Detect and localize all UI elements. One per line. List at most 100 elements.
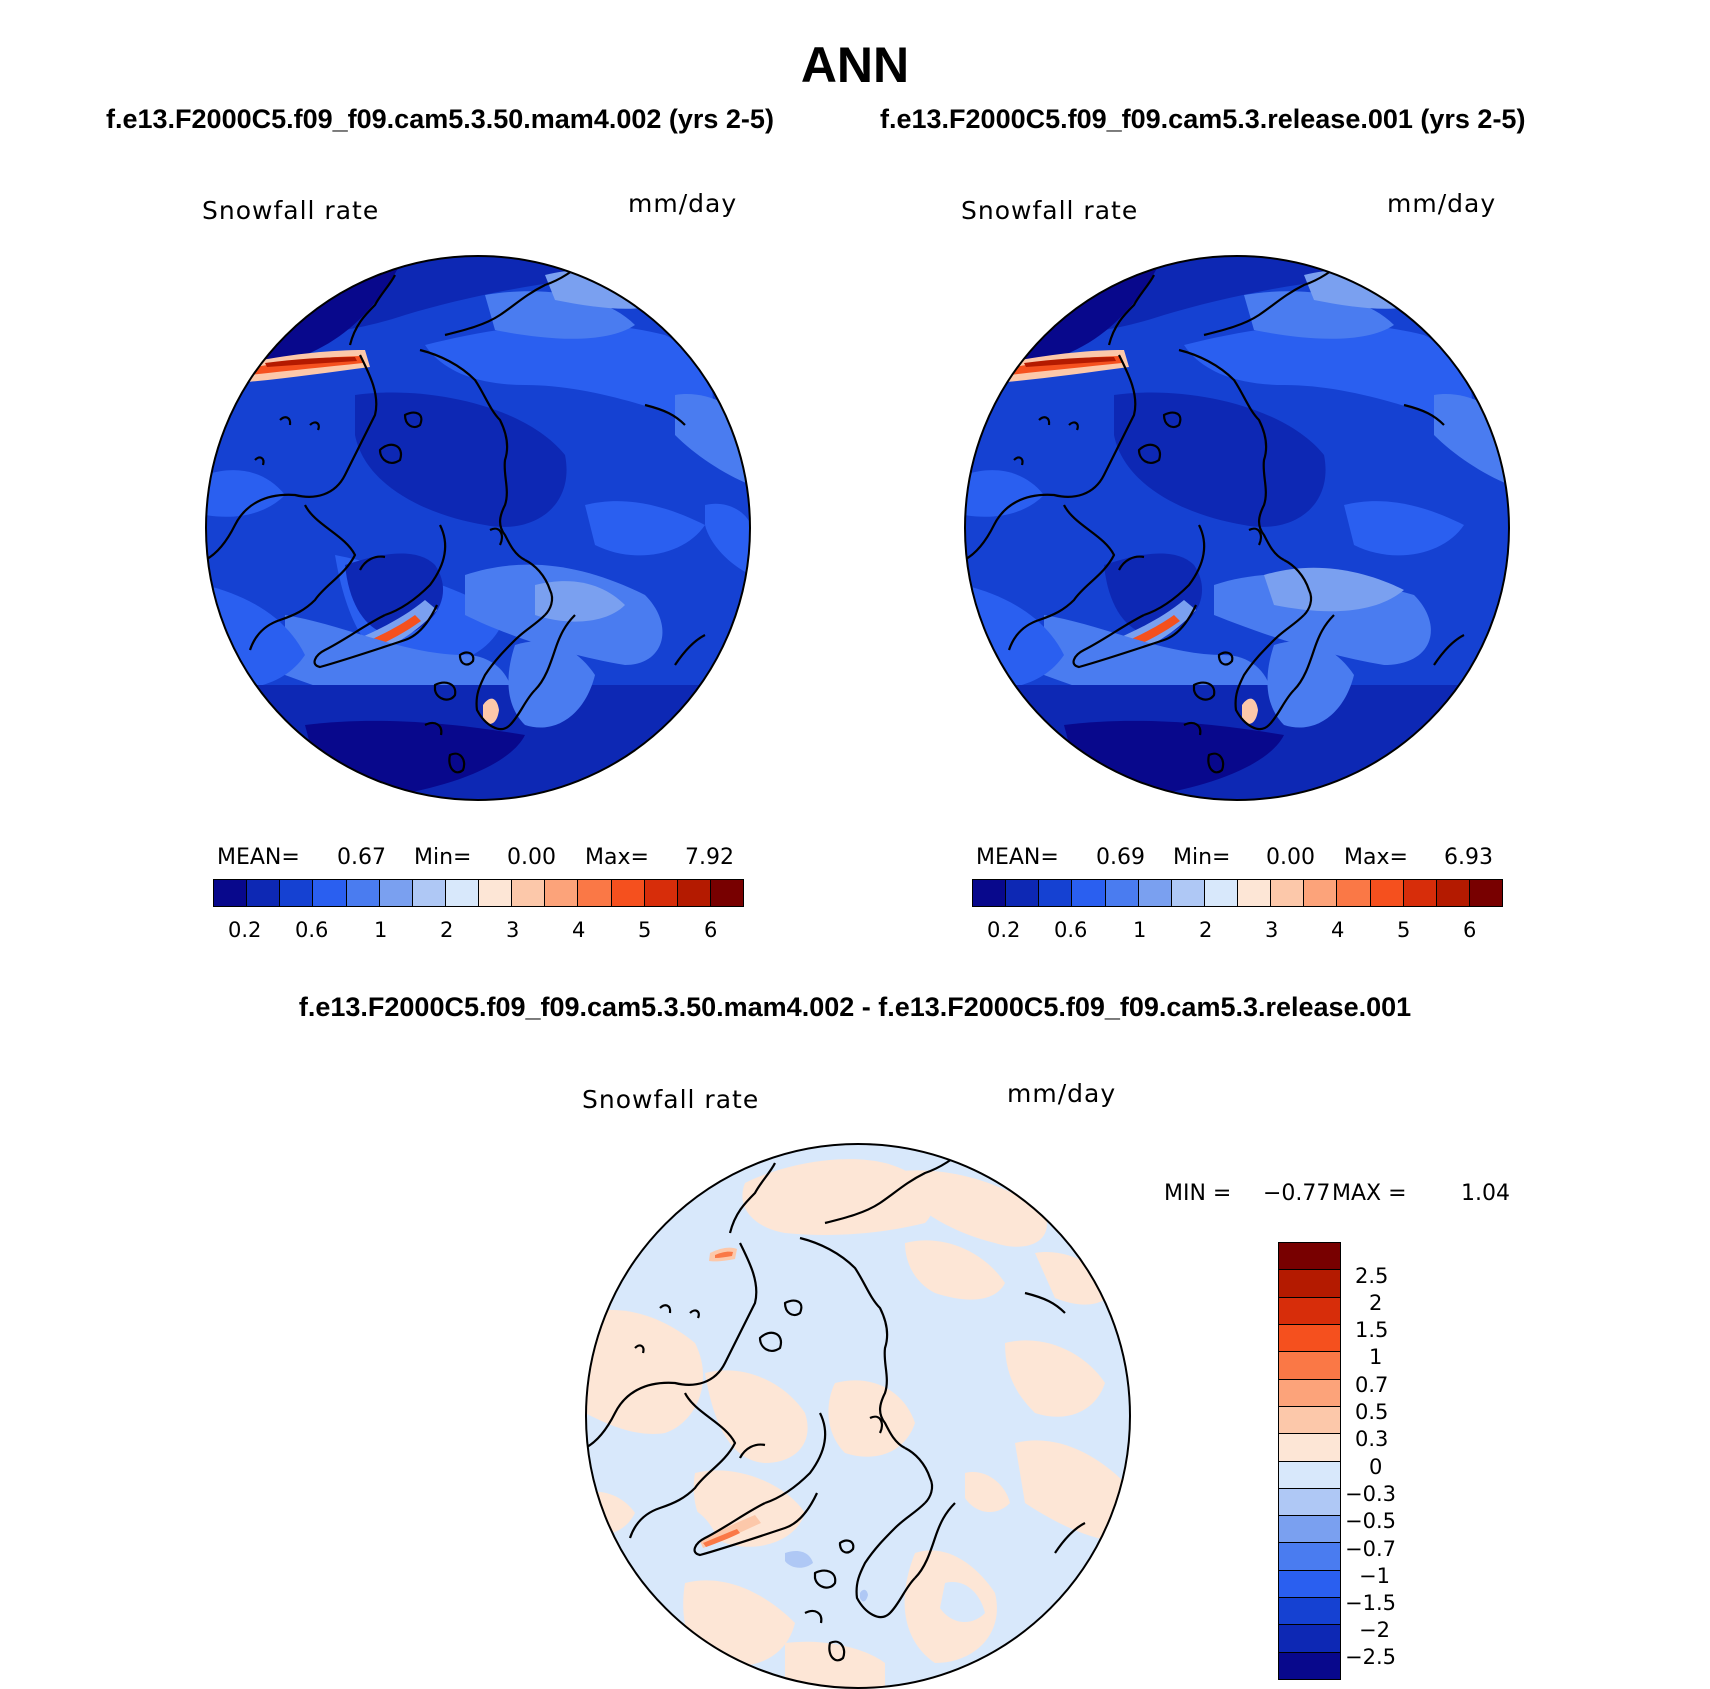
colorbar-right-swatch	[1403, 880, 1437, 906]
colorbar-right-swatch	[1436, 880, 1470, 906]
colorbar-left-swatch	[677, 880, 711, 906]
min-value-right: 0.00	[1266, 845, 1315, 870]
colorbar-left-tick: 3	[506, 918, 520, 942]
colorbar-left-swatch	[379, 880, 413, 906]
units-label-diff: mm/day	[1007, 1079, 1117, 1108]
colorbar-left-tick: 1	[374, 918, 388, 942]
colorbar-left-swatch	[313, 880, 347, 906]
colorbar-diff-tick: 0	[1369, 1455, 1383, 1479]
colorbar-left-swatch	[611, 880, 645, 906]
min-value-left: 0.00	[507, 845, 556, 870]
colorbar-right-swatch	[1370, 880, 1404, 906]
colorbar-right-tick: 6	[1463, 918, 1477, 942]
colorbar-left	[213, 879, 744, 907]
mean-value-left: 0.67	[337, 845, 386, 870]
colorbar-right	[972, 879, 1503, 907]
colorbar-right-swatch	[1469, 880, 1502, 906]
colorbar-left-swatch	[545, 880, 579, 906]
max-label-left: Max=	[585, 845, 649, 870]
colorbar-right-swatch	[1072, 880, 1106, 906]
colorbar-diff-tick: −0.3	[1345, 1482, 1396, 1506]
colorbar-left-swatch	[512, 880, 546, 906]
colorbar-right-tick: 2	[1199, 918, 1213, 942]
colorbar-diff-swatch	[1279, 1324, 1340, 1353]
colorbar-diff-tick: −2	[1359, 1618, 1390, 1642]
colorbar-right-swatch	[1039, 880, 1073, 906]
colorbar-diff-swatch	[1279, 1488, 1340, 1517]
colorbar-diff-swatch	[1279, 1598, 1340, 1626]
colorbar-diff-tick: 0.3	[1355, 1427, 1389, 1451]
colorbar-left-swatch	[479, 880, 513, 906]
colorbar-right-swatch	[1238, 880, 1272, 906]
colorbar-left-swatch	[412, 880, 446, 906]
min-label-diff: MIN =	[1164, 1181, 1232, 1206]
colorbar-right-tick: 0.6	[1054, 918, 1088, 942]
min-label-right: Min=	[1173, 845, 1231, 870]
polar-map-right	[964, 255, 1510, 801]
colorbar-left-swatch	[644, 880, 678, 906]
max-value-right: 6.93	[1444, 845, 1493, 870]
colorbar-right-swatch	[1138, 880, 1172, 906]
colorbar-right-swatch	[1204, 880, 1238, 906]
mean-label-right: MEAN=	[976, 845, 1059, 870]
colorbar-right-tick: 5	[1397, 918, 1411, 942]
mean-value-right: 0.69	[1096, 845, 1145, 870]
diff-title: f.e13.F2000C5.f09_f09.cam5.3.50.mam4.002…	[298, 992, 1412, 1022]
colorbar-diff-tick: −1.5	[1345, 1591, 1396, 1615]
colorbar-right-swatch	[1105, 880, 1139, 906]
colorbar-diff-tick: 1.5	[1355, 1318, 1389, 1342]
colorbar-right-swatch	[1006, 880, 1040, 906]
colorbar-diff-tick: 1	[1369, 1345, 1383, 1369]
colorbar-left-tick: 0.6	[295, 918, 329, 942]
colorbar-diff-swatch	[1279, 1434, 1340, 1462]
colorbar-right-swatch	[1271, 880, 1305, 906]
max-label-diff: MAX =	[1332, 1181, 1407, 1206]
variable-label-diff: Snowfall rate	[582, 1085, 760, 1114]
colorbar-left-tick: 0.2	[228, 918, 262, 942]
colorbar-diff-swatch	[1279, 1297, 1340, 1325]
max-value-diff: 1.04	[1461, 1181, 1510, 1206]
colorbar-diff-tick: 2	[1369, 1291, 1383, 1315]
colorbar-diff-swatch	[1279, 1570, 1340, 1599]
colorbar-right-tick: 3	[1265, 918, 1279, 942]
max-value-left: 7.92	[685, 845, 734, 870]
colorbar-diff-swatch	[1279, 1516, 1340, 1544]
colorbar-diff-tick: 2.5	[1355, 1264, 1389, 1288]
colorbar-diff-tick: 0.7	[1355, 1373, 1389, 1397]
colorbar-left-swatch	[710, 880, 743, 906]
colorbar-left-swatch	[346, 880, 380, 906]
colorbar-diff-tick: −2.5	[1345, 1645, 1396, 1669]
units-label-left: mm/day	[628, 189, 738, 218]
colorbar-right-swatch	[973, 880, 1007, 906]
variable-label-left: Snowfall rate	[202, 196, 380, 225]
colorbar-right-swatch	[1304, 880, 1338, 906]
colorbar-right-tick: 0.2	[987, 918, 1021, 942]
min-label-left: Min=	[414, 845, 472, 870]
colorbar-diff-swatch	[1279, 1625, 1340, 1653]
colorbar-diff-swatch	[1279, 1243, 1340, 1271]
colorbar-left-swatch	[247, 880, 281, 906]
colorbar-left-tick: 2	[440, 918, 454, 942]
colorbar-diff-tick: −0.5	[1345, 1509, 1396, 1533]
colorbar-left-swatch	[578, 880, 612, 906]
colorbar-diff-swatch	[1279, 1543, 1340, 1571]
colorbar-diff	[1278, 1242, 1341, 1680]
colorbar-diff-swatch	[1279, 1652, 1340, 1679]
polar-map-diff	[585, 1143, 1131, 1689]
figure-title: ANN	[800, 37, 910, 93]
colorbar-diff-swatch	[1279, 1379, 1340, 1407]
max-label-right: Max=	[1344, 845, 1408, 870]
colorbar-left-tick: 5	[638, 918, 652, 942]
colorbar-left-swatch	[445, 880, 479, 906]
colorbar-right-tick: 1	[1133, 918, 1147, 942]
variable-label-right: Snowfall rate	[961, 196, 1139, 225]
colorbar-left-swatch	[214, 880, 248, 906]
case-title-left: f.e13.F2000C5.f09_f09.cam5.3.50.mam4.002…	[106, 104, 774, 134]
colorbar-right-tick: 4	[1331, 918, 1345, 942]
mean-label-left: MEAN=	[217, 845, 300, 870]
colorbar-diff-swatch	[1279, 1461, 1340, 1489]
colorbar-right-swatch	[1171, 880, 1205, 906]
colorbar-diff-tick: 0.5	[1355, 1400, 1389, 1424]
colorbar-right-swatch	[1337, 880, 1371, 906]
colorbar-diff-tick: −1	[1359, 1564, 1390, 1588]
